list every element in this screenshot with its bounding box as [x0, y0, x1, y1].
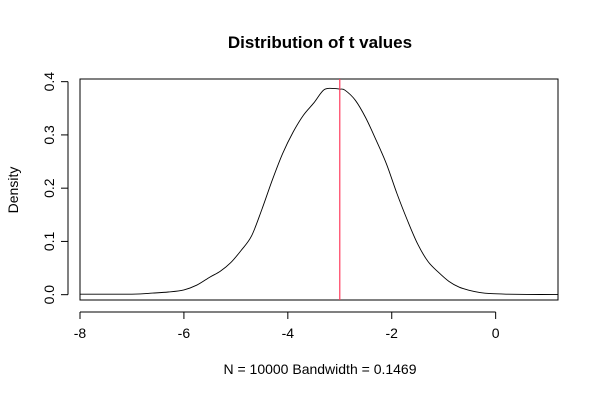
y-tick-label: 0.2	[41, 178, 57, 198]
y-tick-label: 0.0	[41, 285, 57, 305]
x-tick-label: 0	[492, 325, 500, 341]
y-tick-label: 0.4	[41, 72, 57, 92]
plot-frame	[79, 78, 559, 301]
y-axis-label: Density	[5, 167, 21, 214]
y-axis: 0.0 0.1 0.2 0.3 0.4	[41, 72, 69, 305]
density-curve	[79, 87, 559, 296]
x-tick-label: -2	[386, 325, 399, 341]
y-tick-label: 0.3	[41, 125, 57, 145]
x-tick-label: -4	[282, 325, 295, 341]
y-tick-label: 0.1	[41, 231, 57, 251]
x-axis-label: N = 10000 Bandwidth = 0.1469	[223, 361, 416, 377]
x-axis: -8 -6 -4 -2 0	[74, 311, 500, 341]
x-tick-label: -6	[178, 325, 191, 341]
series-layer	[79, 87, 559, 296]
x-tick-label: -8	[74, 325, 87, 341]
chart-title: Distribution of t values	[228, 33, 412, 52]
